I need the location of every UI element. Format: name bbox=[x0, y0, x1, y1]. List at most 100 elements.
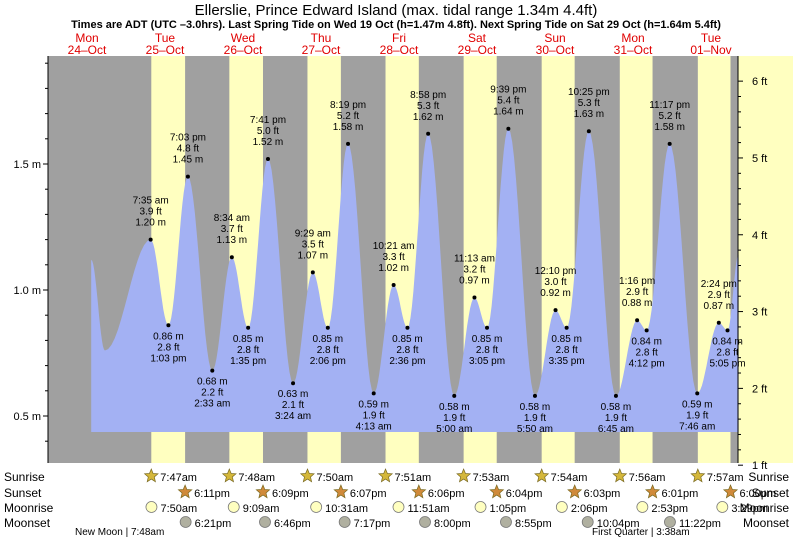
low-tide-height-m: 0.84 m bbox=[712, 336, 743, 347]
sunset-time: 6:06pm bbox=[428, 488, 465, 500]
y-tick-label-ft: 1 ft bbox=[752, 460, 767, 472]
extreme-dot bbox=[229, 255, 234, 260]
high-tide-height-m: 1.52 m bbox=[253, 137, 284, 148]
y-tick-label-m: 1.0 m bbox=[13, 285, 41, 297]
low-tide-height-m: 0.84 m bbox=[631, 336, 662, 347]
sunset-star-icon bbox=[489, 484, 505, 499]
sunrise-time: 7:57am bbox=[707, 472, 744, 484]
extreme-dot bbox=[635, 318, 640, 323]
day-of-week-label: Tue bbox=[155, 31, 176, 45]
tide-height-ft: 2.8 ft bbox=[716, 347, 738, 358]
sunset-time: 6:01pm bbox=[662, 488, 699, 500]
day-date-label: 31–Oct bbox=[614, 43, 653, 57]
extreme-dot bbox=[586, 129, 591, 134]
tide-height-ft: 3.5 ft bbox=[302, 239, 324, 250]
moonset-time: 8:00pm bbox=[434, 518, 471, 530]
tide-height-ft: 5.2 ft bbox=[337, 111, 359, 122]
low-tide-time: 2:33 am bbox=[194, 399, 230, 410]
y-tick-label-ft: 2 ft bbox=[752, 383, 767, 395]
moonrise-time: 9:09am bbox=[243, 503, 280, 515]
low-tide-height-m: 0.85 m bbox=[392, 334, 423, 345]
y-tick-label-ft: 3 ft bbox=[752, 307, 767, 319]
extreme-dot bbox=[291, 381, 296, 386]
day-of-week-label: Fri bbox=[392, 31, 406, 45]
low-tide-height-m: 0.85 m bbox=[472, 334, 503, 345]
low-tide-height-m: 0.68 m bbox=[197, 377, 228, 388]
tide-height-ft: 2.8 ft bbox=[157, 342, 179, 353]
tide-height-ft: 2.8 ft bbox=[556, 345, 578, 356]
low-tide-time: 3:35 pm bbox=[549, 356, 585, 367]
moonset-row-label-right: Moonset bbox=[743, 516, 790, 530]
moonrise-time: 11:51am bbox=[408, 503, 450, 515]
moonset-time: 7:17pm bbox=[354, 518, 391, 530]
moonrise-icon bbox=[310, 501, 323, 513]
extreme-dot bbox=[246, 325, 251, 330]
extreme-dot bbox=[310, 270, 315, 275]
day-date-label: 24–Oct bbox=[68, 43, 107, 57]
tide-height-ft: 4.8 ft bbox=[177, 144, 199, 155]
tide-height-ft: 5.3 ft bbox=[578, 98, 600, 109]
tide-height-ft: 2.1 ft bbox=[282, 400, 304, 411]
sunset-row-label-left: Sunset bbox=[4, 486, 42, 500]
high-tide-time: 7:03 pm bbox=[170, 133, 206, 144]
extreme-dot bbox=[506, 126, 511, 131]
low-tide-time: 7:46 am bbox=[679, 421, 715, 432]
moonrise-time: 2:53pm bbox=[651, 503, 688, 515]
day-of-week-label: Sat bbox=[468, 31, 487, 45]
sunrise-time: 7:54am bbox=[551, 472, 588, 484]
moonrise-row-label-right: Moonrise bbox=[740, 501, 790, 515]
extreme-dot bbox=[371, 391, 376, 396]
sunset-time: 6:00pm bbox=[740, 488, 777, 500]
right-margin-band bbox=[738, 56, 793, 463]
day-headers: Mon24–OctTue25–OctWed26–OctThu27–OctFri2… bbox=[68, 31, 732, 57]
high-tide-time: 7:41 pm bbox=[250, 115, 286, 126]
y-tick-label-m: 1.5 m bbox=[13, 159, 41, 171]
moonrise-time: 3:29pm bbox=[731, 503, 768, 515]
tide-height-ft: 2.9 ft bbox=[708, 290, 730, 301]
tide-height-ft: 1.9 ft bbox=[686, 410, 708, 421]
low-tide-height-m: 0.59 m bbox=[358, 399, 389, 410]
low-tide-height-m: 0.85 m bbox=[313, 334, 344, 345]
moonset-icon bbox=[664, 516, 676, 528]
tide-height-ft: 5.2 ft bbox=[659, 111, 681, 122]
sunrise-star-icon bbox=[299, 468, 315, 483]
tide-area bbox=[91, 128, 739, 432]
low-tide-height-m: 0.58 m bbox=[439, 402, 470, 413]
day-date-label: 29–Oct bbox=[458, 43, 497, 57]
tide-height-ft: 1.9 ft bbox=[605, 413, 627, 424]
extreme-dot bbox=[426, 131, 431, 136]
day-date-label: 26–Oct bbox=[224, 43, 263, 57]
sunset-time: 6:11pm bbox=[194, 488, 230, 500]
sunset-star-icon bbox=[411, 484, 427, 499]
extreme-dot bbox=[716, 320, 721, 325]
low-tide-height-m: 0.86 m bbox=[153, 331, 184, 342]
tide-height-ft: 1.9 ft bbox=[363, 410, 385, 421]
sunset-row-label-right: Sunset bbox=[752, 486, 790, 500]
tide-height-ft: 1.9 ft bbox=[443, 413, 465, 424]
sunrise-star-icon bbox=[690, 468, 706, 483]
sunset-star-icon bbox=[255, 484, 271, 499]
high-tide-time: 9:29 am bbox=[295, 228, 331, 239]
day-of-week-label: Tue bbox=[701, 31, 722, 45]
sunset-star-icon bbox=[645, 484, 661, 499]
day-date-label: 28–Oct bbox=[380, 43, 419, 57]
moonset-icon bbox=[179, 516, 192, 528]
sunrise-star-icon bbox=[143, 468, 159, 483]
extreme-dot bbox=[472, 295, 477, 300]
tide-height-ft: 2.8 ft bbox=[476, 345, 498, 356]
day-of-week-label: Wed bbox=[231, 31, 255, 45]
axes: 0.5 m 1.0 m 1.5 m 1 ft 2 ft 3 ft 4 ft 5 ft 6 ft bbox=[13, 56, 767, 472]
y-tick-label-ft: 4 ft bbox=[752, 230, 767, 242]
sunset-star-icon bbox=[567, 484, 583, 499]
low-tide-time: 5:05 pm bbox=[709, 358, 745, 369]
extreme-dot bbox=[613, 393, 618, 398]
sunset-star-icon bbox=[177, 484, 193, 499]
extreme-labels: 7:35 am3.9 ft1.20 m0.86 m2.8 ft1:03 pm7:… bbox=[133, 85, 746, 435]
moonrise-icon bbox=[716, 501, 729, 513]
moonset-time: 10:04pm bbox=[597, 518, 640, 530]
sunset-star-icon bbox=[722, 484, 739, 499]
low-tide-height-m: 0.58 m bbox=[601, 402, 632, 413]
moonrise-row-label-left: Moonrise bbox=[4, 501, 54, 515]
